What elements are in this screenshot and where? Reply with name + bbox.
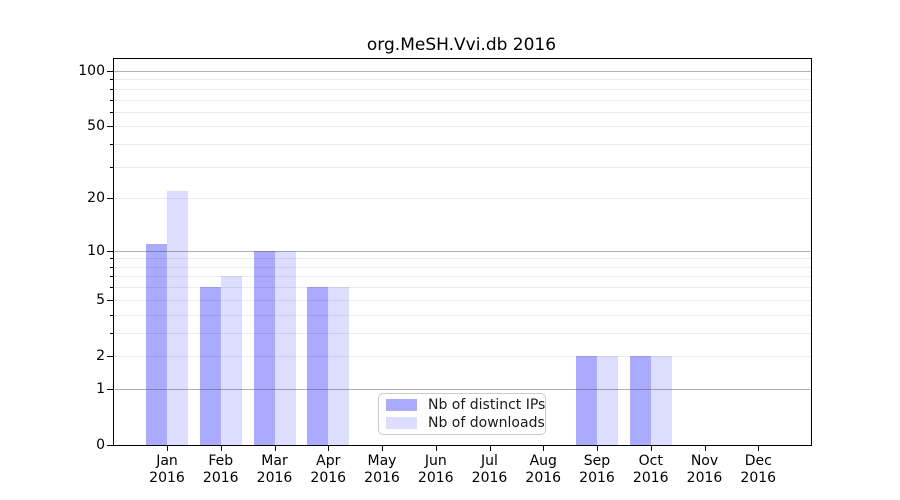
bar-mar-distinct-ips [253,250,275,445]
x-tick-jan [167,445,168,451]
bar-jan-distinct-ips [146,243,167,445]
x-tick-jun [435,445,437,451]
y-tick-label-5: 5 [96,291,105,308]
y-tick-label-50: 50 [87,118,105,135]
x-tick-label-feb: Feb 2016 [202,453,239,486]
y-tick-label-10: 10 [87,242,105,259]
x-tick-label-jul: Jul 2016 [471,453,508,486]
y-tick-label-0: 0 [96,437,105,453]
gridline-minor-8 [114,266,811,268]
x-tick-mar [274,445,276,451]
y-tick-label-2: 2 [96,347,105,364]
y-minor-tick-60 [110,111,113,113]
gridline-minor-80 [114,88,811,90]
gridline-minor-30 [114,166,811,168]
y-tick-label-100: 100 [78,63,105,79]
bar-feb-downloads [220,276,242,445]
legend-label-downloads: Nb of downloads [428,415,545,431]
bar-jan-downloads [167,190,188,445]
gridline-major-10 [114,250,811,252]
y-minor-tick-30 [110,166,113,168]
gridline-minor-60 [114,111,811,113]
y-minor-tick-70 [110,99,113,101]
x-tick-label-may: May 2016 [364,453,400,486]
gridline-minor-20 [114,198,811,200]
gridline-minor-9 [114,258,811,260]
y-tick-100 [107,71,113,72]
x-tick-feb [220,445,222,451]
gridline-minor-40 [114,144,811,146]
y-tick-label-1: 1 [96,380,105,397]
x-tick-label-jan: Jan 2016 [149,453,185,486]
gridline-minor-50 [114,126,811,128]
y-tick-5 [107,299,113,301]
bar-apr-distinct-ips [307,287,329,445]
x-tick-jul [489,445,491,451]
bar-sep-downloads [597,355,618,445]
gridline-major-100 [114,71,811,72]
x-tick-aug [543,445,545,451]
y-minor-tick-3 [110,332,113,334]
gridline-minor-90 [114,79,811,81]
bar-apr-downloads [328,287,350,445]
x-tick-label-dec: Dec 2016 [740,453,777,486]
x-tick-sep [597,445,598,451]
y-tick-label-20: 20 [87,190,105,207]
y-tick-2 [107,355,113,357]
x-tick-may [382,445,383,451]
x-tick-nov [704,445,706,451]
legend-row-downloads: Nb of downloads [386,414,545,432]
y-minor-tick-40 [110,144,113,146]
y-tick-10 [107,250,113,252]
bar-sep-distinct-ips [576,355,597,445]
gridline-minor-70 [114,99,811,101]
y-tick-50 [107,126,113,128]
y-minor-tick-6 [110,287,113,289]
x-tick-apr [328,445,330,451]
chart-title: org.MeSH.Vvi.db 2016 [366,35,557,55]
x-tick-label-nov: Nov 2016 [686,453,723,486]
y-minor-tick-9 [110,258,113,260]
plot-area: Nb of distinct IPs Nb of downloads 0 1 2 5 1… [78,58,812,486]
legend: Nb of distinct IPs Nb of downloads [378,393,546,435]
y-minor-tick-80 [110,88,113,90]
legend-swatch-downloads [386,417,417,429]
y-tick-1 [107,388,113,390]
x-tick-label-jun: Jun 2016 [417,453,454,486]
y-minor-tick-7 [110,276,113,278]
bar-feb-distinct-ips [199,287,221,445]
y-minor-tick-8 [110,266,113,268]
y-minor-tick-4 [110,314,113,316]
x-tick-label-aug: Aug 2016 [525,453,562,486]
x-tick-label-mar: Mar 2016 [256,453,293,486]
legend-swatch-distinct-ips [386,399,417,411]
legend-row-distinct-ips: Nb of distinct IPs [386,396,545,414]
y-tick-0 [107,445,113,446]
y-tick-20 [107,198,113,200]
bar-mar-downloads [274,250,296,445]
gridline-minor-7 [114,276,811,278]
bar-oct-downloads [650,355,672,445]
x-tick-oct [650,445,652,451]
x-tick-label-apr: Apr 2016 [310,453,347,486]
x-tick-label-oct: Oct 2016 [632,453,669,486]
bar-oct-distinct-ips [629,355,651,445]
y-minor-tick-90 [110,79,113,81]
legend-label-distinct-ips: Nb of distinct IPs [428,397,546,413]
x-tick-label-sep: Sep 2016 [579,453,615,486]
x-tick-dec [758,445,760,451]
